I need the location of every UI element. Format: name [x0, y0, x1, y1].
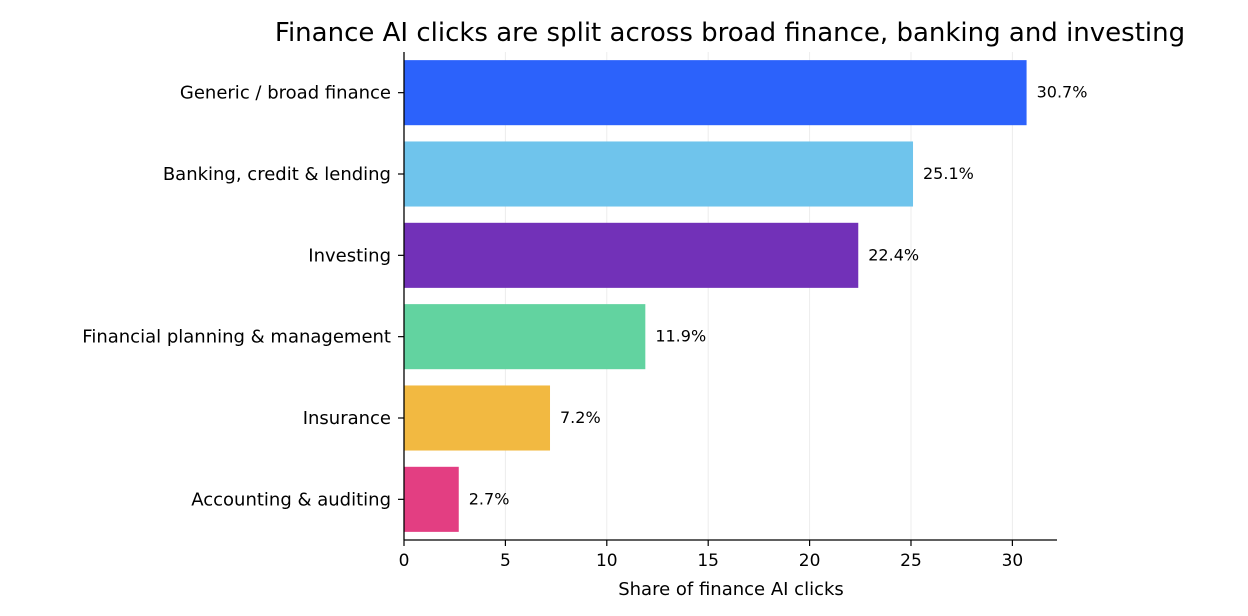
- bar: [404, 60, 1027, 126]
- x-axis-title: Share of finance AI clicks: [618, 579, 844, 600]
- category-label: Generic / broad finance: [180, 83, 391, 104]
- bar: [404, 141, 914, 207]
- bar: [404, 304, 646, 370]
- x-tick-label: 15: [697, 551, 719, 571]
- value-label: 25.1%: [923, 164, 974, 183]
- bar: [404, 385, 551, 451]
- value-label: 7.2%: [560, 408, 601, 427]
- chart-title: Finance AI clicks are split across broad…: [275, 18, 1185, 48]
- x-tick-label: 25: [900, 551, 922, 571]
- bar: [404, 466, 459, 532]
- category-label: Financial planning & management: [82, 327, 391, 348]
- value-label: 22.4%: [868, 245, 919, 264]
- category-label: Accounting & auditing: [191, 489, 391, 510]
- value-label: 30.7%: [1037, 83, 1088, 102]
- value-label: 11.9%: [655, 327, 706, 346]
- x-tick-label: 0: [399, 551, 410, 571]
- x-tick-label: 5: [500, 551, 511, 571]
- category-label: Banking, credit & lending: [163, 164, 391, 185]
- x-tick-label: 20: [799, 551, 821, 571]
- grid-lines: [504, 52, 1013, 540]
- value-label: 2.7%: [469, 489, 510, 508]
- axes: [398, 52, 1057, 546]
- category-label: Insurance: [303, 408, 391, 429]
- bars: [404, 60, 1027, 532]
- x-tick-label: 30: [1002, 551, 1024, 571]
- category-label: Investing: [308, 245, 391, 266]
- x-tick-label: 10: [596, 551, 618, 571]
- bar: [404, 222, 859, 288]
- labels: Generic / broad finance 30.7% Banking, cre…: [82, 83, 1087, 571]
